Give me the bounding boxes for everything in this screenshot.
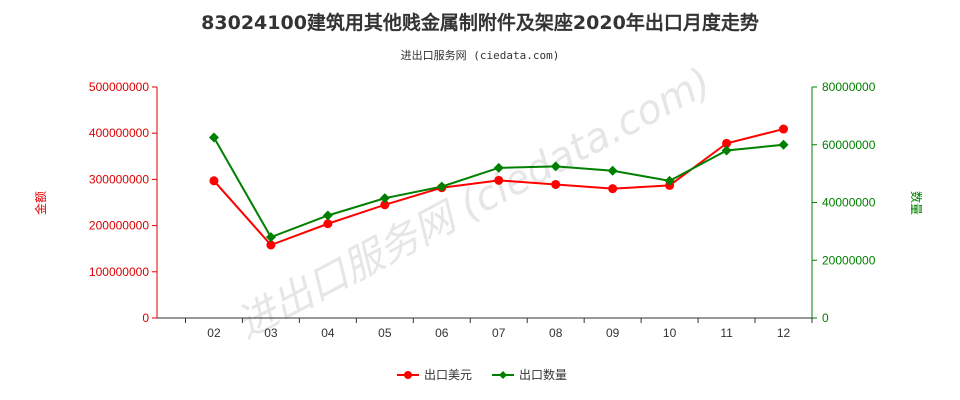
chart-subtitle: 进出口服务网 (ciedata.com) bbox=[400, 49, 560, 62]
series-2-point bbox=[379, 193, 390, 204]
left-axis-tick-label: 500000000 bbox=[89, 80, 149, 94]
left-axis-title: 金额 bbox=[33, 191, 48, 215]
series-1-point bbox=[266, 240, 276, 250]
right-axis-tick-label: 20000000 bbox=[822, 253, 876, 267]
x-axis-tick-label: 11 bbox=[720, 326, 733, 340]
left-axis-tick-label: 100000000 bbox=[89, 265, 149, 279]
right-axis-tick-label: 60000000 bbox=[822, 138, 876, 152]
series-1-point bbox=[779, 124, 789, 134]
x-axis-tick-label: 10 bbox=[663, 326, 677, 340]
legend-marker-1 bbox=[404, 371, 412, 379]
series-1-point bbox=[323, 219, 333, 229]
series-2-point bbox=[550, 161, 561, 172]
series-1-point bbox=[722, 138, 732, 148]
x-axis-tick-label: 04 bbox=[321, 326, 335, 340]
left-axis-tick-label: 0 bbox=[142, 311, 149, 325]
x-axis-tick-label: 06 bbox=[435, 326, 449, 340]
watermark-text: 进出口服务网 (ciedata.com) bbox=[229, 59, 718, 348]
legend-label-2: 出口数量 bbox=[519, 367, 567, 382]
series-2-point bbox=[493, 162, 504, 173]
series-1-point bbox=[494, 175, 504, 185]
x-axis-tick-label: 02 bbox=[207, 326, 221, 340]
x-axis-tick-label: 05 bbox=[378, 326, 392, 340]
series-2-point bbox=[436, 181, 447, 192]
left-axis-tick-label: 400000000 bbox=[89, 126, 149, 140]
series-1-point bbox=[608, 184, 618, 194]
left-axis-tick-label: 300000000 bbox=[89, 172, 149, 186]
series-2-point bbox=[322, 210, 333, 221]
series-1-point bbox=[209, 176, 219, 186]
series-2-point bbox=[778, 139, 789, 150]
series-2-point bbox=[208, 132, 219, 143]
series-1-point bbox=[551, 179, 561, 189]
series-2-point bbox=[265, 232, 276, 243]
legend-label-1: 出口美元 bbox=[424, 368, 472, 382]
x-axis-tick-label: 07 bbox=[492, 326, 506, 340]
right-axis-title: 数量 bbox=[909, 191, 924, 215]
series-2-point bbox=[664, 175, 675, 186]
right-axis-tick-label: 0 bbox=[822, 311, 829, 325]
series-1-point bbox=[380, 200, 390, 210]
chart-title: 83024100建筑用其他贱金属制附件及架座2020年出口月度走势 bbox=[201, 12, 759, 34]
x-axis-tick-label: 08 bbox=[549, 326, 563, 340]
left-axis-tick-label: 200000000 bbox=[89, 219, 149, 233]
series-2-point bbox=[721, 145, 732, 156]
x-axis-tick-label: 09 bbox=[606, 326, 620, 340]
legend-marker-2 bbox=[499, 371, 507, 379]
right-axis-tick-label: 40000000 bbox=[822, 196, 876, 210]
x-axis-tick-label: 03 bbox=[264, 326, 278, 340]
x-axis-tick-label: 12 bbox=[777, 326, 791, 340]
series-2-point bbox=[607, 165, 618, 176]
right-axis-tick-label: 80000000 bbox=[822, 80, 876, 94]
